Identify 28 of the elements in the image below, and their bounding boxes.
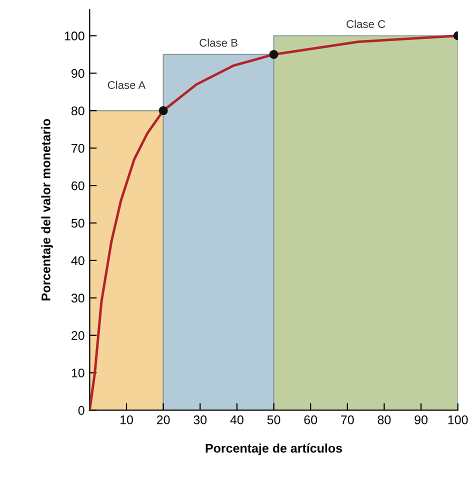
y-tick-label: 80	[71, 106, 84, 116]
x-axis-title: Porcentaje de artículos	[206, 443, 342, 456]
point	[269, 50, 278, 59]
x-tick-label: 20	[156, 415, 170, 424]
annotation: Clase C	[346, 20, 386, 28]
x-tick-label: 90	[414, 415, 428, 424]
x-tick-label: 10	[120, 415, 133, 424]
y-axis-title: Porcentaje del valor monetario	[41, 119, 53, 300]
y-tick-label: 70	[72, 144, 84, 153]
y-tick-label: 20	[72, 331, 84, 340]
annotation: Clase B	[200, 38, 238, 47]
y-tick-label: 0	[78, 406, 84, 415]
x-tick-label: 50	[267, 415, 280, 424]
y-tick-label: 40	[71, 256, 84, 266]
y-tick-label: 90	[72, 69, 84, 78]
x-tick-label: 80	[378, 415, 391, 424]
annotation: Clase A	[108, 80, 146, 90]
y-tick-label: 10	[72, 368, 84, 378]
point	[158, 106, 168, 116]
y-tick-label: 50	[71, 218, 84, 228]
x-tick-label: 60	[304, 415, 318, 424]
x-tick-label: 70	[341, 415, 354, 424]
y-tick-label: 30	[71, 294, 84, 303]
x-tick-label: 30	[194, 415, 207, 424]
x-tick-label: 100	[448, 415, 468, 424]
y-tick-label: 100	[64, 32, 84, 40]
x-tick-label: 40	[230, 415, 244, 424]
y-tick-label: 60	[72, 181, 84, 190]
